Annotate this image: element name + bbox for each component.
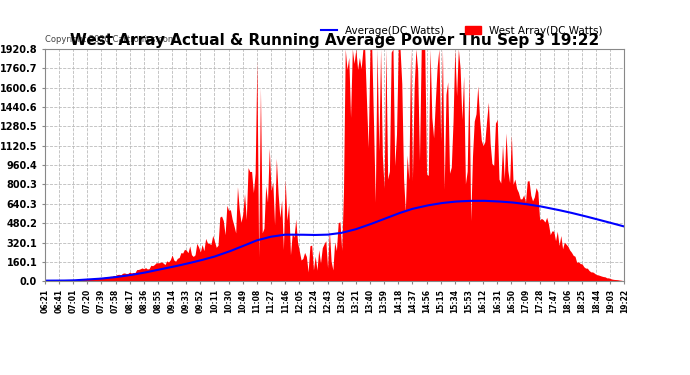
Title: West Array Actual & Running Average Power Thu Sep 3 19:22: West Array Actual & Running Average Powe… (70, 33, 600, 48)
Legend: Average(DC Watts), West Array(DC Watts): Average(DC Watts), West Array(DC Watts) (317, 21, 607, 40)
Text: Copyright 2020 Cartronics.com: Copyright 2020 Cartronics.com (45, 35, 176, 44)
